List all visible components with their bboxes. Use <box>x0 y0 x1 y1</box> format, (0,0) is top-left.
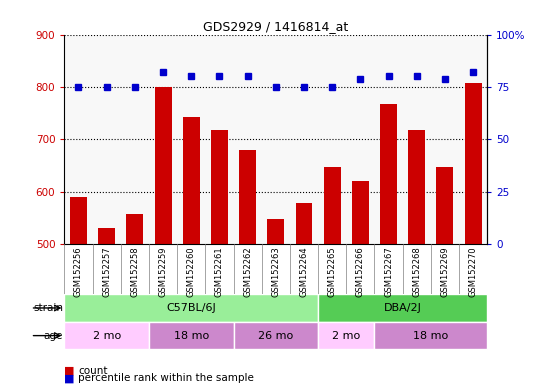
Bar <box>436 167 454 244</box>
Text: 2 mo: 2 mo <box>92 331 121 341</box>
Bar <box>375 322 487 349</box>
Bar <box>211 130 228 244</box>
Bar <box>155 87 171 244</box>
Bar <box>64 294 318 322</box>
Bar <box>267 219 284 244</box>
Text: GSM152259: GSM152259 <box>158 247 167 297</box>
Bar <box>296 204 312 244</box>
Text: GSM152264: GSM152264 <box>300 247 309 297</box>
Bar <box>64 322 149 349</box>
Bar <box>70 197 87 244</box>
Text: GSM152265: GSM152265 <box>328 247 337 297</box>
Text: GSM152262: GSM152262 <box>243 247 252 297</box>
Text: age: age <box>44 331 63 341</box>
Text: GSM152268: GSM152268 <box>412 247 421 298</box>
Text: GSM152261: GSM152261 <box>215 247 224 297</box>
Text: DBA/2J: DBA/2J <box>384 303 422 313</box>
Bar <box>408 130 425 244</box>
Bar <box>465 83 482 244</box>
Text: GSM152257: GSM152257 <box>102 247 111 297</box>
Text: GSM152263: GSM152263 <box>271 247 281 298</box>
Bar <box>324 167 340 244</box>
Text: strain: strain <box>33 303 63 313</box>
Text: GSM152258: GSM152258 <box>130 247 139 297</box>
Bar <box>98 228 115 244</box>
Text: 26 mo: 26 mo <box>258 331 293 341</box>
Title: GDS2929 / 1416814_at: GDS2929 / 1416814_at <box>203 20 348 33</box>
Text: ■: ■ <box>64 373 75 383</box>
Bar <box>234 322 318 349</box>
Text: 2 mo: 2 mo <box>332 331 361 341</box>
Text: GSM152267: GSM152267 <box>384 247 393 298</box>
Bar <box>318 322 375 349</box>
Text: 18 mo: 18 mo <box>174 331 209 341</box>
Text: GSM152269: GSM152269 <box>440 247 450 297</box>
Text: GSM152266: GSM152266 <box>356 247 365 298</box>
Bar <box>318 294 487 322</box>
Bar <box>127 214 143 244</box>
Text: ■: ■ <box>64 366 75 376</box>
Text: GSM152256: GSM152256 <box>74 247 83 297</box>
Text: count: count <box>78 366 108 376</box>
Text: C57BL/6J: C57BL/6J <box>166 303 216 313</box>
Text: GSM152270: GSM152270 <box>469 247 478 297</box>
Bar <box>183 118 200 244</box>
Text: 18 mo: 18 mo <box>413 331 449 341</box>
Bar <box>380 104 397 244</box>
Bar <box>149 322 234 349</box>
Bar <box>239 150 256 244</box>
Text: percentile rank within the sample: percentile rank within the sample <box>78 373 254 383</box>
Text: GSM152260: GSM152260 <box>186 247 196 297</box>
Bar <box>352 181 369 244</box>
